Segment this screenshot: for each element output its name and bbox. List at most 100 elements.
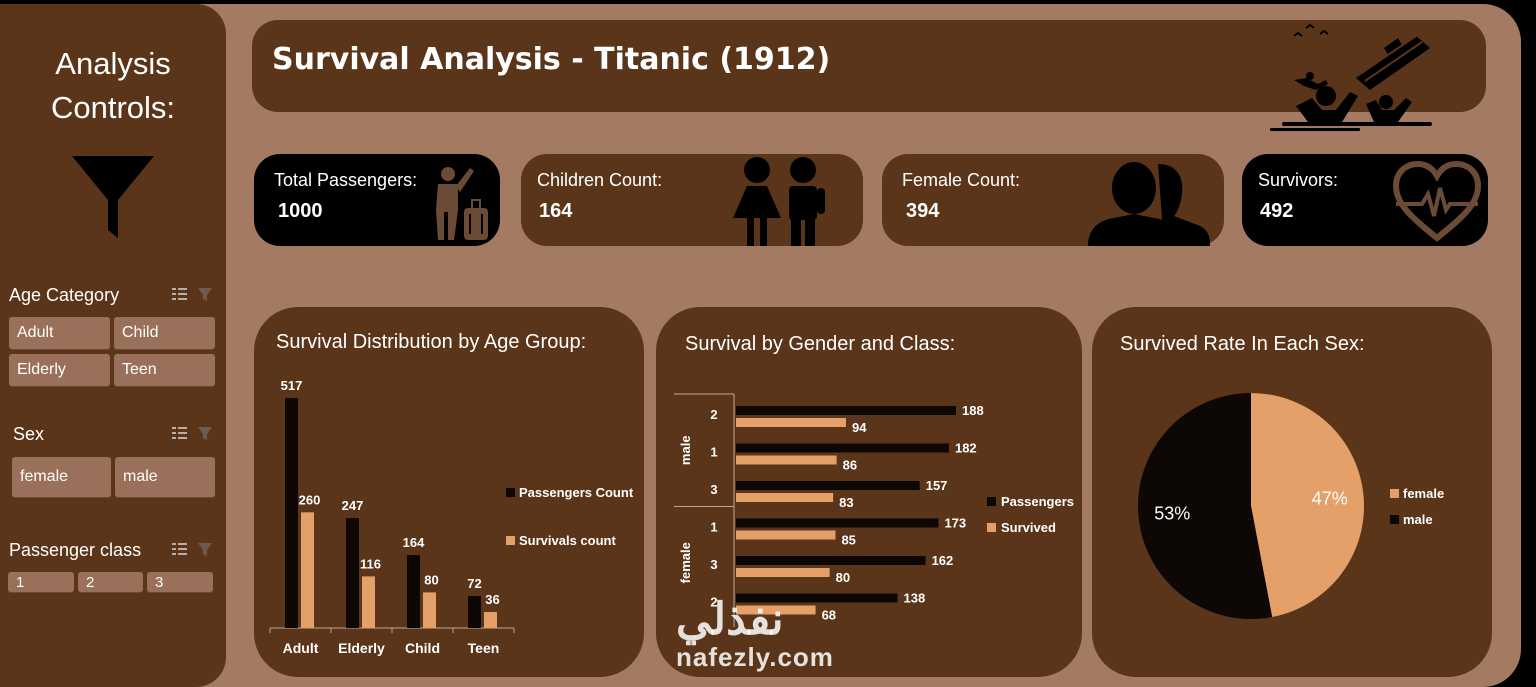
data-label: 260 [299,492,321,507]
bar-survived [736,493,834,502]
legend-label: Passengers [1001,494,1074,509]
data-label: 247 [342,498,364,513]
bar-survived [736,418,846,427]
age-chip-adult[interactable]: Adult [9,317,110,349]
class-chip-2[interactable]: 2 [78,572,143,592]
gender-class-chart-card: Survival by Gender and Class: male 2 188 94… [656,307,1082,677]
sex-chip-male[interactable]: male [115,457,215,497]
kpi-survivors: Survivors: 492 [1242,154,1488,246]
age-category-slicer-tools [172,288,212,301]
y-tick-label: 2 [710,407,717,422]
bar-survivals [423,592,436,628]
legend-swatch [1390,489,1399,498]
page-title: Survival Analysis - Titanic (1912) [272,42,831,77]
class-chip-1[interactable]: 1 [8,572,74,592]
sinking-ship-icon [1270,23,1432,131]
data-label: 36 [485,592,499,607]
gender-class-bar-chart: male 2 188 94 1 182 86 3 157 83 female 1 173 85 3 162 80… [674,393,1074,627]
age-category-label: Age Category [9,285,120,305]
sidebar-title: Analysis Controls: [0,42,226,130]
bar-passengers [736,443,949,453]
watermark-latin: nafezly.com [676,642,834,672]
analysis-controls-sidebar: Analysis Controls: Age Category Adult Ch… [0,4,226,687]
age-chip-teen[interactable]: Teen [114,354,215,386]
kpi-value: 164 [539,200,573,222]
group-label: male [678,435,693,465]
y-tick-label: 3 [710,482,717,497]
clear-filter-icon[interactable] [198,543,212,556]
x-tick-label: Child [405,640,440,656]
bar-passengers [736,556,926,565]
multi-select-icon[interactable] [172,427,187,439]
data-label: 188 [962,403,984,418]
y-tick-label: 1 [710,445,717,460]
kpi-children-count: Children Count: 164 [521,154,863,246]
bar-passengers [285,398,298,628]
sex-chip-female[interactable]: female [12,457,111,497]
sidebar-title-line-2: Controls: [50,90,176,125]
bar-survivals [301,512,314,628]
legend-swatch [987,497,996,506]
bar-survived [736,455,837,465]
kpi-total-passengers: Total Passengers: 1000 [254,154,500,246]
multi-select-icon[interactable] [172,288,187,300]
kpi-label: Total Passengers: [274,170,418,190]
kpi-value: 492 [1260,200,1294,222]
bar-survivals [362,576,375,628]
y-tick-label: 1 [710,520,717,535]
header-banner: Survival Analysis - Titanic (1912) [252,20,1486,131]
y-tick-label: 2 [710,595,717,610]
survived-rate-chart-card: Survived Rate In Each Sex: 47% 53% female m… [1092,307,1492,677]
data-label: 83 [839,495,853,510]
bar-passengers [346,518,359,628]
legend-label: Passengers Count [519,485,634,500]
funnel-icon [72,156,154,238]
data-label: 517 [281,378,303,393]
children-icon [733,157,825,246]
x-tick-label: Elderly [338,640,385,656]
watermark: نفذلي nafezly.com [676,595,834,673]
kpi-value: 1000 [278,200,323,222]
data-label: 86 [843,458,857,473]
traveler-icon [436,167,488,240]
data-label: 80 [424,572,438,587]
legend-swatch [987,523,996,532]
clear-filter-icon[interactable] [198,427,212,440]
age-chip-child[interactable]: Child [114,317,215,349]
data-label: 173 [944,516,966,531]
chart-title: Survival Distribution by Age Group: [276,331,587,353]
heartbeat-icon [1392,160,1482,242]
bar-passengers [736,406,956,415]
pie-slice-female [1251,393,1365,617]
passenger-class-slicer-tools [172,543,212,556]
data-label: 72 [467,576,481,591]
kpi-label: Survivors: [1258,170,1339,190]
age-group-bar-chart: 517 260 Adult 247 116 Elderly 164 80 Child 72 36 Te… [269,378,634,656]
bar-passengers [407,555,420,628]
sex-label: Sex [13,424,45,444]
kpi-female-count: Female Count: 394 [882,154,1224,246]
pie-slice-male [1138,393,1273,619]
data-label: 80 [836,570,850,585]
data-label: 162 [932,553,954,568]
data-label: 164 [403,535,425,550]
group-label: female [678,542,693,583]
chart-title: Survived Rate In Each Sex: [1120,333,1365,355]
people-silhouette-icon [1088,162,1210,246]
legend-swatch [506,536,515,545]
data-label: 94 [852,420,867,435]
kpi-value: 394 [906,200,940,222]
legend-label: female [1403,486,1444,501]
age-chip-elderly[interactable]: Elderly [9,354,110,386]
x-tick-label: Adult [283,640,319,656]
legend-label: male [1403,512,1433,527]
clear-filter-icon[interactable] [198,288,212,301]
watermark-arabic: نفذلي [676,595,784,644]
class-chip-3[interactable]: 3 [147,572,213,592]
data-label: 116 [360,556,381,571]
bar-passengers [736,593,898,603]
multi-select-icon[interactable] [172,543,187,555]
legend-swatch [506,488,515,497]
kpi-label: Children Count: [537,170,663,190]
bar-survivals [484,611,497,628]
